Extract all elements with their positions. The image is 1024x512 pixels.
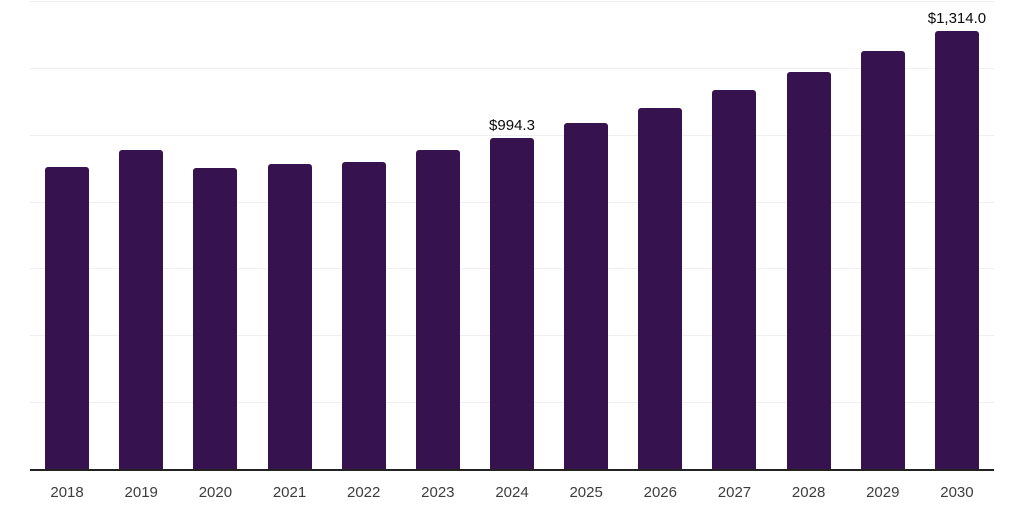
x-tick-label-2018: 2018 bbox=[50, 484, 84, 501]
bar-2019 bbox=[119, 150, 164, 470]
bar-2030 bbox=[934, 30, 979, 470]
x-tick-label-2030: 2030 bbox=[940, 484, 974, 501]
x-tick-label-2029: 2029 bbox=[866, 484, 900, 501]
bar-2018 bbox=[45, 167, 90, 470]
data-label-2024: $994.3 bbox=[489, 116, 535, 134]
bar-2023 bbox=[415, 150, 460, 470]
x-tick-label-2020: 2020 bbox=[198, 484, 233, 501]
x-tick-label-2026: 2026 bbox=[643, 484, 677, 501]
x-tick-label-2022: 2022 bbox=[347, 484, 381, 501]
x-tick-label-2028: 2028 bbox=[791, 484, 826, 501]
bar-2022 bbox=[341, 162, 386, 470]
x-tick-label-2024: 2024 bbox=[495, 484, 529, 501]
bar-2029 bbox=[860, 51, 905, 470]
bar-2028 bbox=[786, 72, 831, 470]
x-tick-label-2021: 2021 bbox=[272, 484, 307, 501]
x-tick-label-2027: 2027 bbox=[717, 484, 752, 501]
x-tick-label-2019: 2019 bbox=[124, 484, 158, 501]
bar-2026 bbox=[638, 107, 683, 470]
plot-area: $994.3 $1,314.0 bbox=[30, 1, 994, 470]
x-tick-label-2023: 2023 bbox=[421, 484, 455, 501]
data-label-2030: $1,314.0 bbox=[927, 9, 987, 27]
bar-2020 bbox=[193, 168, 238, 470]
x-axis-line bbox=[30, 469, 994, 471]
x-tick-label-2025: 2025 bbox=[569, 484, 603, 501]
bar-2027 bbox=[712, 89, 757, 470]
gridline bbox=[30, 1, 994, 2]
bar-2025 bbox=[564, 123, 609, 470]
gridline bbox=[30, 134, 994, 136]
gridline bbox=[30, 67, 994, 69]
bar-2021 bbox=[267, 164, 312, 470]
bar-2024 bbox=[490, 137, 534, 470]
